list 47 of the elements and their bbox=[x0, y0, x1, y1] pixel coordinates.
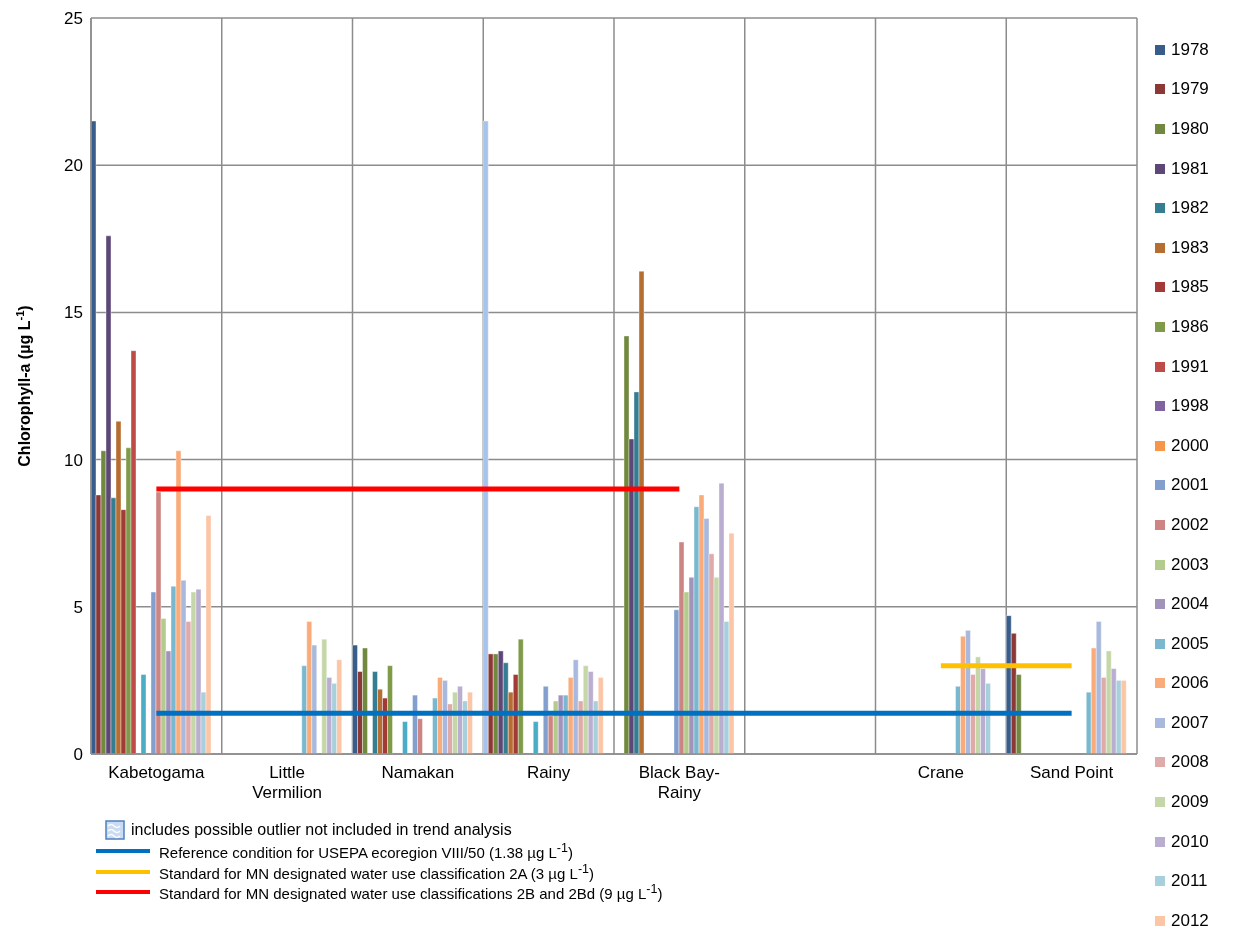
legend-label: 2010 bbox=[1171, 831, 1209, 852]
x-tick-label: Sand Point bbox=[1030, 763, 1114, 782]
legend-label: 1982 bbox=[1171, 198, 1209, 219]
legend-label: 2005 bbox=[1171, 633, 1209, 654]
legend-label: 1985 bbox=[1171, 277, 1209, 298]
x-tick-label: Rainy bbox=[526, 763, 571, 782]
legend-label: 1980 bbox=[1171, 118, 1209, 139]
x-tick-label: Namakan bbox=[381, 763, 455, 782]
y-tick-label: 25 bbox=[64, 9, 83, 29]
legend-label: 1991 bbox=[1171, 356, 1209, 377]
legend-label: 1981 bbox=[1171, 158, 1209, 179]
x-tick-label: Crane bbox=[917, 763, 965, 782]
legend-label: Reference condition for USEPA ecoregion VIII/50 (1.38 µg L$^{-1}$) bbox=[159, 841, 573, 862]
legend-label: 1986 bbox=[1171, 316, 1209, 337]
x-tick-label: Little Vermilion bbox=[252, 763, 323, 802]
legend-label: 2008 bbox=[1171, 752, 1209, 773]
x-tick-label: Black Bay-Rainy bbox=[638, 763, 720, 802]
y-tick-label: 15 bbox=[64, 303, 83, 323]
legend-label: 2012 bbox=[1171, 910, 1209, 929]
legend-label: 1978 bbox=[1171, 39, 1209, 60]
text: includes possible outlier not included in trend analysis bbox=[131, 821, 512, 839]
bar bbox=[533, 721, 539, 754]
legend-label: 1998 bbox=[1171, 396, 1209, 417]
legend-label: 2006 bbox=[1171, 673, 1209, 694]
legend-label: 2003 bbox=[1171, 554, 1209, 575]
legend-label: 2004 bbox=[1171, 594, 1209, 615]
legend-label: 1983 bbox=[1171, 237, 1209, 258]
legend-label: 2000 bbox=[1171, 435, 1209, 456]
bar bbox=[623, 335, 630, 754]
y-tick-label: 0 bbox=[73, 745, 83, 765]
legend-label: 1979 bbox=[1171, 79, 1209, 100]
bar bbox=[483, 120, 489, 754]
legend-label: 2007 bbox=[1171, 712, 1209, 733]
legend-label: 2011 bbox=[1171, 871, 1208, 892]
legend-label: Standard for MN designated water use classification 2A (3 µg L$^{-1}$) bbox=[159, 861, 594, 882]
bar bbox=[140, 674, 147, 754]
legend-label: 2001 bbox=[1171, 475, 1209, 496]
y-tick-label: 5 bbox=[73, 597, 83, 617]
y-tick-label: 10 bbox=[64, 450, 83, 470]
bar bbox=[352, 644, 358, 754]
legend-label: 2009 bbox=[1171, 792, 1209, 813]
x-tick-label: Kabetogama bbox=[108, 763, 206, 782]
bar bbox=[402, 721, 408, 754]
legend-label: Standard for MN designated water use classifications 2B and 2Bd (9 µg L$^{-1}$) bbox=[159, 882, 663, 903]
y-tick-label: 20 bbox=[64, 156, 83, 176]
bar bbox=[543, 686, 549, 754]
legend-label: 2002 bbox=[1171, 514, 1209, 535]
